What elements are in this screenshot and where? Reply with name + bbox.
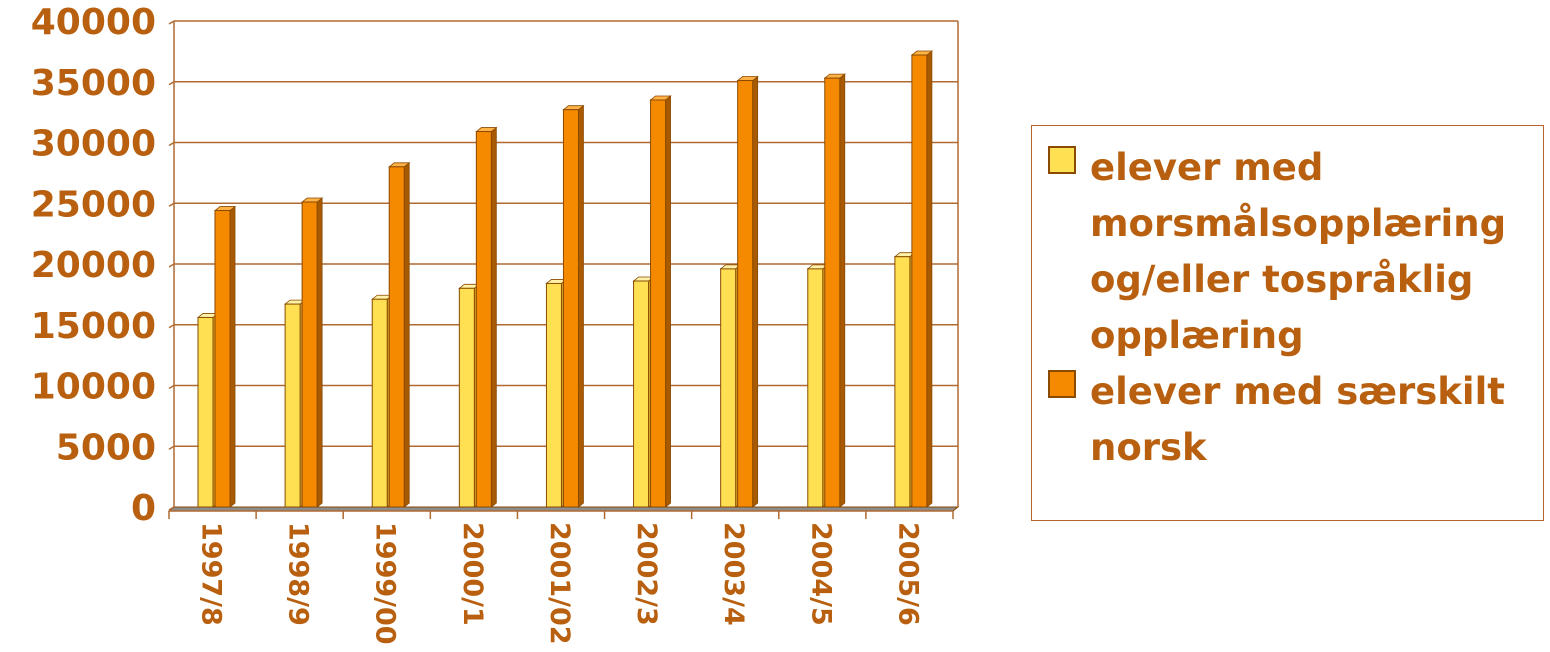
y-tick-labels: 0 5000 10000 15000 20000 25000 30000 35000 40000 xyxy=(31,2,156,529)
legend-label-series-1: elever med morsmålsopplæring og/eller to… xyxy=(1090,146,1507,357)
y-tick-label: 40000 xyxy=(31,2,156,43)
y-tick-mark xyxy=(168,263,175,268)
legend-swatch-series-2 xyxy=(1048,370,1076,398)
x-tick-label: 2002/3 xyxy=(631,522,662,626)
y-tick-mark xyxy=(168,141,175,147)
y-tick-label: 5000 xyxy=(56,427,156,468)
y-tick-mark xyxy=(168,81,175,86)
y-tick-label: 0 xyxy=(131,488,156,529)
y-tick-mark xyxy=(168,20,175,25)
x-tick-labels: 1997/8 1998/9 1999/00 2000/1 2001/02 2002/3 20… xyxy=(196,522,924,645)
y-tick-mark xyxy=(168,324,175,329)
x-tick-label: 2000/1 xyxy=(457,522,488,626)
y-tick-mark xyxy=(168,384,175,390)
y-tick-mark xyxy=(168,506,175,511)
bar-series-2 xyxy=(649,95,672,508)
x-tick-label: 1998/9 xyxy=(283,522,314,626)
legend-swatch-series-1 xyxy=(1048,146,1076,174)
y-tick-label: 10000 xyxy=(31,367,156,408)
x-tick-label: 2004/5 xyxy=(805,522,836,626)
y-tick-label: 15000 xyxy=(31,306,156,347)
bar-series-2 xyxy=(910,50,934,508)
y-tick-label: 20000 xyxy=(31,245,156,286)
bar-series-2 xyxy=(823,73,846,508)
y-tick-label: 30000 xyxy=(31,124,156,165)
y-tick-mark xyxy=(168,445,175,450)
legend-item-series-2: elever med særskilt norsk xyxy=(1048,364,1530,476)
x-tick-label: 2001/02 xyxy=(544,522,575,645)
legend: elever med morsmålsopplæring og/eller to… xyxy=(1031,125,1544,521)
bar-series-2 xyxy=(213,205,237,508)
bar-series-2 xyxy=(736,75,759,508)
x-tick-label: 1997/8 xyxy=(196,522,227,626)
y-tick-label: 25000 xyxy=(31,184,156,225)
bar-series-2 xyxy=(475,126,498,508)
bar-series-2 xyxy=(300,197,324,508)
legend-item-series-1: elever med morsmålsopplæring og/eller to… xyxy=(1048,140,1530,364)
x-tick-label: 1999/00 xyxy=(370,522,401,645)
y-tick-mark xyxy=(168,202,175,207)
y-tick-label: 35000 xyxy=(31,63,156,104)
x-tick-label: 2005/6 xyxy=(892,522,923,626)
axes xyxy=(168,20,959,519)
legend-label-series-2: elever med særskilt norsk xyxy=(1090,370,1505,469)
bars xyxy=(196,50,934,508)
bar-series-2 xyxy=(388,161,411,508)
x-tick-label: 2003/4 xyxy=(718,522,749,626)
bar-series-2 xyxy=(562,104,585,508)
